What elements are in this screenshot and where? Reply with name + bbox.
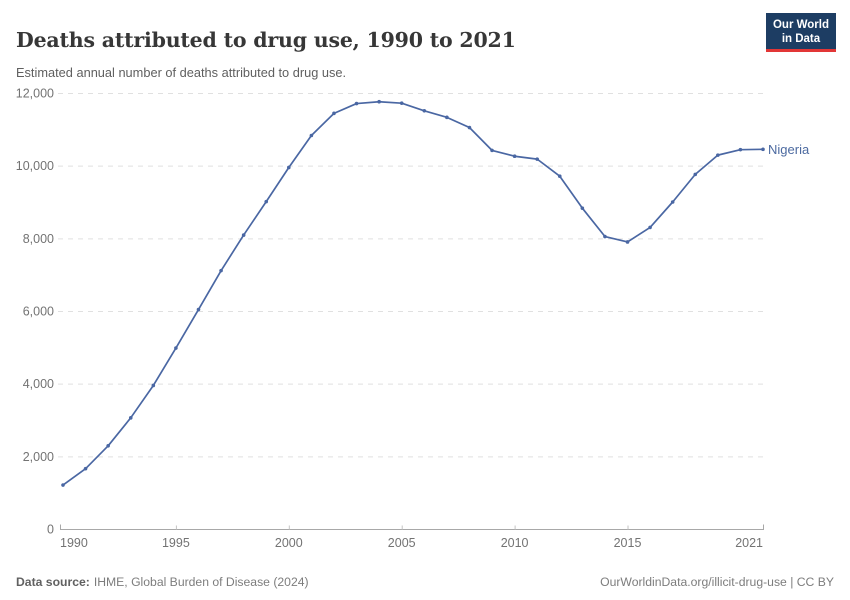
y-axis-tick-label: 4,000 bbox=[23, 377, 54, 391]
x-axis-tick-label: 2015 bbox=[614, 536, 642, 550]
data-point[interactable] bbox=[445, 115, 449, 120]
data-point[interactable] bbox=[625, 240, 630, 244]
x-axis-tick-label: 2000 bbox=[275, 536, 303, 550]
data-point[interactable] bbox=[241, 233, 246, 237]
data-point[interactable] bbox=[332, 111, 336, 116]
data-point[interactable] bbox=[61, 483, 65, 487]
x-axis-tick-label: 2010 bbox=[501, 536, 529, 550]
data-point[interactable] bbox=[738, 147, 743, 152]
data-point[interactable] bbox=[467, 125, 472, 130]
data-point[interactable] bbox=[716, 153, 720, 157]
chart-subtitle: Estimated annual number of deaths attrib… bbox=[16, 64, 347, 80]
data-point[interactable] bbox=[174, 346, 178, 350]
data-point[interactable] bbox=[512, 154, 517, 159]
data-point[interactable] bbox=[761, 147, 765, 152]
y-axis-tick-label: 8,000 bbox=[23, 232, 54, 246]
x-axis-tick-label: 1990 bbox=[60, 536, 88, 550]
data-point[interactable] bbox=[309, 133, 314, 138]
data-point[interactable] bbox=[535, 157, 539, 161]
data-point[interactable] bbox=[354, 101, 359, 106]
y-axis-tick-label: 2,000 bbox=[23, 450, 54, 464]
owid-logo-line1: Our World bbox=[772, 19, 829, 31]
data-point[interactable] bbox=[580, 206, 585, 210]
y-axis-tick-label: 0 bbox=[47, 523, 54, 537]
y-axis-tick-label: 6,000 bbox=[23, 305, 54, 319]
data-point[interactable] bbox=[196, 307, 201, 312]
data-point[interactable] bbox=[603, 234, 607, 239]
data-point[interactable] bbox=[490, 148, 494, 153]
data-point[interactable] bbox=[219, 268, 223, 273]
y-axis-tick-label: 10,000 bbox=[16, 159, 54, 173]
data-source-text: IHME, Global Burden of Disease (2024) bbox=[93, 575, 309, 589]
data-point[interactable] bbox=[106, 443, 110, 448]
data-point[interactable] bbox=[264, 199, 269, 204]
x-axis-tick-label: 2021 bbox=[735, 536, 763, 550]
x-axis-tick-label: 2005 bbox=[388, 536, 416, 550]
y-axis-tick-label: 12,000 bbox=[16, 87, 54, 101]
data-point[interactable] bbox=[287, 165, 291, 170]
data-point[interactable] bbox=[128, 416, 133, 420]
data-point[interactable] bbox=[377, 99, 381, 104]
data-point[interactable] bbox=[399, 101, 404, 105]
data-point[interactable] bbox=[648, 225, 652, 230]
data-point[interactable] bbox=[557, 174, 562, 179]
owid-logo[interactable]: Our World in Data bbox=[765, 13, 836, 53]
x-axis-line bbox=[60, 524, 764, 530]
data-point[interactable] bbox=[670, 200, 675, 204]
data-line[interactable] bbox=[62, 100, 764, 486]
data-point[interactable] bbox=[83, 466, 88, 471]
chart-footer: Data source: IHME, Global Burden of Disea… bbox=[16, 575, 834, 589]
owid-logo-line2: in Data bbox=[781, 33, 821, 46]
footer-link[interactable]: OurWorldinData.org/illicit-drug-use | CC… bbox=[600, 575, 834, 589]
data-point[interactable] bbox=[422, 109, 427, 113]
data-point[interactable] bbox=[693, 172, 698, 177]
page-title: Deaths attributed to drug use, 1990 to 2… bbox=[16, 27, 516, 52]
x-axis-tick-label: 1995 bbox=[162, 536, 190, 550]
series-label[interactable]: Nigeria bbox=[768, 142, 810, 157]
data-source: Data source: IHME, Global Burden of Disea… bbox=[16, 575, 309, 589]
data-point[interactable] bbox=[151, 383, 156, 388]
data-source-label: Data source: bbox=[16, 575, 90, 589]
